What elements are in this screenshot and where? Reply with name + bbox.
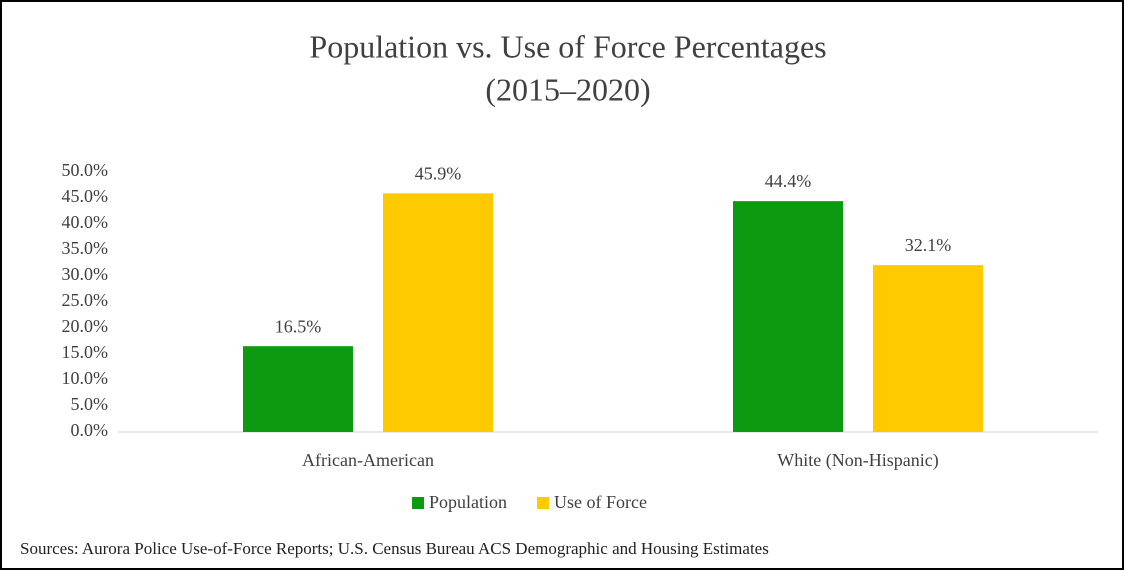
- source-note: Sources: Aurora Police Use-of-Force Repo…: [20, 539, 769, 558]
- bar: [733, 201, 843, 432]
- x-tick-label: White (Non-Hispanic): [777, 450, 938, 471]
- y-tick-label: 40.0%: [62, 212, 109, 232]
- data-label: 44.4%: [765, 171, 812, 191]
- y-tick-label: 15.0%: [62, 342, 109, 362]
- y-tick-label: 20.0%: [62, 316, 109, 336]
- y-tick-label: 5.0%: [71, 394, 109, 414]
- bar: [873, 265, 983, 432]
- y-tick-label: 10.0%: [62, 368, 109, 388]
- y-tick-label: 50.0%: [62, 160, 109, 180]
- y-tick-label: 30.0%: [62, 264, 109, 284]
- chart-subtitle: (2015–2020): [485, 71, 650, 107]
- y-tick-label: 0.0%: [71, 420, 109, 440]
- bar: [383, 193, 493, 432]
- x-tick-label: African-American: [302, 450, 434, 470]
- bar: [243, 346, 353, 432]
- data-label: 45.9%: [415, 163, 462, 183]
- legend-swatch: [537, 497, 550, 509]
- legend-swatch: [412, 497, 424, 509]
- y-tick-label: 45.0%: [62, 186, 109, 206]
- y-tick-label: 25.0%: [62, 290, 109, 310]
- chart-title: Population vs. Use of Force Percentages: [309, 28, 826, 64]
- legend-label: Use of Force: [554, 492, 647, 512]
- data-label: 16.5%: [275, 316, 322, 336]
- legend-label: Population: [429, 492, 507, 512]
- data-label: 32.1%: [905, 235, 952, 255]
- y-tick-label: 35.0%: [62, 238, 109, 258]
